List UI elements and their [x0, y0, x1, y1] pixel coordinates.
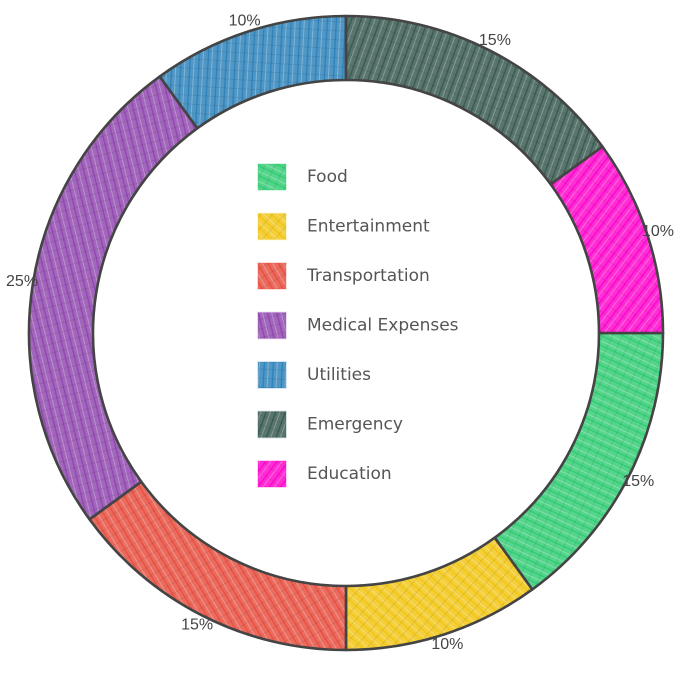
percent-label-food: 15% [622, 473, 654, 490]
legend-label-food: Food [307, 167, 348, 187]
legend-item-entertainment: Entertainment [257, 212, 430, 241]
legend-swatch-education [257, 460, 287, 488]
percent-label-entertainment: 10% [431, 636, 463, 653]
legend-item-food: Food [257, 163, 348, 191]
legend-item-education: Education [257, 460, 392, 488]
slice-emergency [344, 14, 604, 186]
slice-transportation [88, 480, 348, 652]
legend-swatch-entertainment [257, 212, 287, 241]
legend-item-utilities: Utilities [257, 361, 371, 389]
legend-swatch-food [257, 163, 287, 191]
legend-swatch-emergency [257, 410, 287, 439]
percent-label-medical-expenses: 25% [6, 273, 38, 290]
percent-label-transportation: 15% [181, 616, 213, 633]
legend-label-emergency: Emergency [307, 415, 403, 435]
percent-label-emergency: 15% [479, 32, 511, 49]
slice-food [493, 331, 665, 591]
legend: Food Entertainment Transportation Medical E… [257, 163, 459, 488]
slices-layer [27, 14, 665, 652]
legend-label-education: Education [307, 464, 392, 484]
legend-label-transportation: Transportation [306, 266, 430, 286]
legend-item-medical-expenses: Medical Expenses [257, 311, 459, 340]
legend-label-utilities: Utilities [307, 365, 371, 385]
slice-education [549, 145, 665, 335]
percent-label-utilities: 10% [229, 12, 261, 29]
slice-medical-expenses [27, 75, 199, 521]
percent-labels-layer: 15% 10% 15% 25% 10% 15% 10% [6, 12, 674, 653]
legend-item-transportation: Transportation [257, 262, 430, 290]
legend-label-medical-expenses: Medical Expenses [307, 316, 459, 336]
legend-swatch-transportation [257, 262, 287, 290]
legend-swatch-medical-expenses [257, 311, 287, 340]
legend-label-entertainment: Entertainment [307, 217, 430, 237]
slice-entertainment [344, 536, 534, 652]
legend-item-emergency: Emergency [257, 410, 403, 439]
slice-utilities [158, 14, 348, 130]
percent-label-education: 10% [642, 223, 674, 240]
legend-swatch-utilities [257, 361, 287, 389]
